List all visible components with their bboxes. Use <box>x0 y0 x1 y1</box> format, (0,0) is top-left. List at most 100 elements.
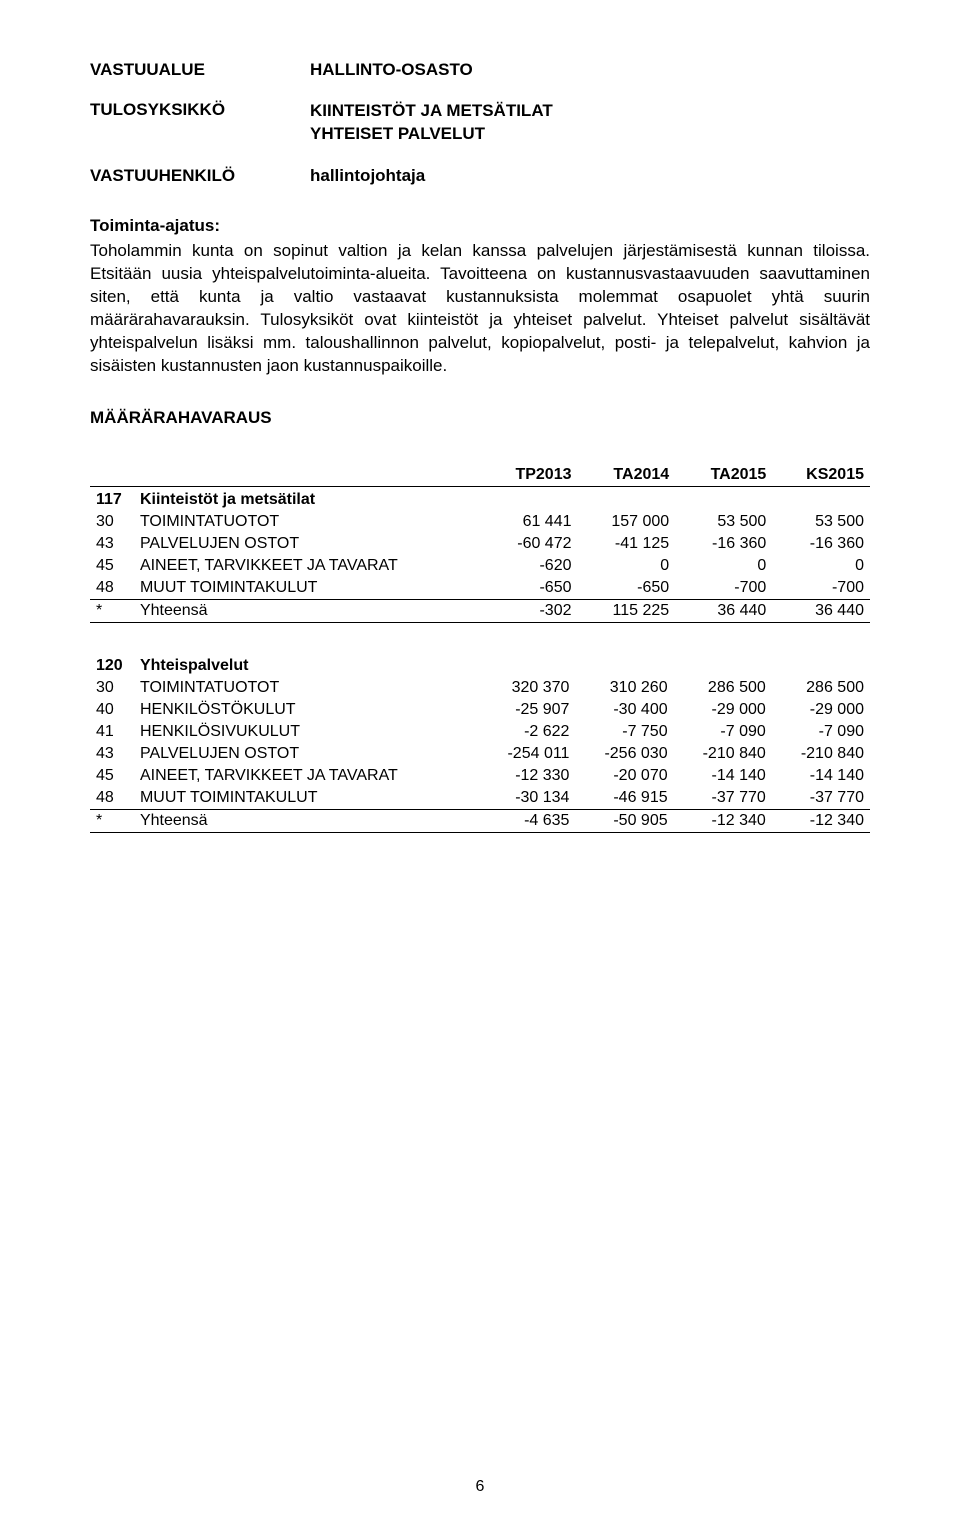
row-code: 43 <box>90 533 134 555</box>
total-label: Yhteensä <box>134 809 478 832</box>
total-val: -12 340 <box>674 809 772 832</box>
row-label: PALVELUJEN OSTOT <box>134 743 478 765</box>
table-row: 30 TOIMINTATUOTOT 61 441 157 000 53 500 … <box>90 511 870 533</box>
row-code: 48 <box>90 577 134 600</box>
header-blank-label <box>134 464 480 487</box>
header-blank-code <box>90 464 134 487</box>
row-code: 30 <box>90 511 134 533</box>
row-val: -700 <box>675 577 772 600</box>
vastuuhenkilo-value: hallintojohtaja <box>310 148 870 186</box>
budget-table-117: TP2013 TA2014 TA2015 KS2015 117 Kiinteis… <box>90 464 870 623</box>
row-val: 53 500 <box>675 511 772 533</box>
row-val: -7 090 <box>674 721 772 743</box>
row-val: -7 090 <box>772 721 870 743</box>
total-code: * <box>90 809 134 832</box>
row-code: 48 <box>90 787 134 810</box>
total-val: -302 <box>480 599 577 622</box>
row-val: -254 011 <box>478 743 576 765</box>
budget-heading: MÄÄRÄRAHAVARAUS <box>90 408 870 428</box>
row-val: -16 360 <box>675 533 772 555</box>
tables-wrapper: TP2013 TA2014 TA2015 KS2015 117 Kiinteis… <box>90 464 870 833</box>
row-val: 0 <box>772 555 870 577</box>
toiminta-text: Toholammin kunta on sopinut valtion ja k… <box>90 240 870 378</box>
header-col-0: TP2013 <box>480 464 577 487</box>
section-title-row: 120 Yhteispalvelut <box>90 653 870 677</box>
row-label: TOIMINTATUOTOT <box>134 677 478 699</box>
row-val: -20 070 <box>575 765 673 787</box>
row-val: 61 441 <box>480 511 577 533</box>
meta-grid: VASTUUALUE HALLINTO-OSASTO TULOSYKSIKKÖ … <box>90 60 870 186</box>
row-val: -60 472 <box>480 533 577 555</box>
total-label: Yhteensä <box>134 599 480 622</box>
row-val: -256 030 <box>575 743 673 765</box>
row-val: -30 134 <box>478 787 576 810</box>
section-title: Kiinteistöt ja metsätilat <box>134 486 870 511</box>
row-val: -12 330 <box>478 765 576 787</box>
row-val: -700 <box>772 577 870 600</box>
row-val: 310 260 <box>575 677 673 699</box>
row-val: -210 840 <box>772 743 870 765</box>
table-row: 48 MUUT TOIMINTAKULUT -650 -650 -700 -70… <box>90 577 870 600</box>
tulosyksikko-value: KIINTEISTÖT JA METSÄTILAT YHTEISET PALVE… <box>310 82 870 146</box>
row-val: -29 000 <box>674 699 772 721</box>
total-row: * Yhteensä -4 635 -50 905 -12 340 -12 34… <box>90 809 870 832</box>
section-title: Yhteispalvelut <box>134 653 870 677</box>
tulosyksikko-value-line2: YHTEISET PALVELUT <box>310 124 485 143</box>
table-row: 43 PALVELUJEN OSTOT -60 472 -41 125 -16 … <box>90 533 870 555</box>
row-val: -2 622 <box>478 721 576 743</box>
row-val: 0 <box>578 555 676 577</box>
table-row: 41 HENKILÖSIVUKULUT -2 622 -7 750 -7 090… <box>90 721 870 743</box>
page: VASTUUALUE HALLINTO-OSASTO TULOSYKSIKKÖ … <box>0 0 960 1526</box>
vastuualue-label: VASTUUALUE <box>90 60 310 80</box>
vastuualue-value: HALLINTO-OSASTO <box>310 60 870 80</box>
header-col-2: TA2015 <box>675 464 772 487</box>
vastuuhenkilo-label: VASTUUHENKILÖ <box>90 148 310 186</box>
budget-table-120: 120 Yhteispalvelut 30 TOIMINTATUOTOT 320… <box>90 653 870 833</box>
row-code: 30 <box>90 677 134 699</box>
section-code: 117 <box>90 486 134 511</box>
row-code: 41 <box>90 721 134 743</box>
total-val: -4 635 <box>478 809 576 832</box>
row-label: MUUT TOIMINTAKULUT <box>134 787 478 810</box>
row-code: 45 <box>90 765 134 787</box>
table-row: 45 AINEET, TARVIKKEET JA TAVARAT -620 0 … <box>90 555 870 577</box>
row-val: -37 770 <box>674 787 772 810</box>
table-row: 48 MUUT TOIMINTAKULUT -30 134 -46 915 -3… <box>90 787 870 810</box>
table-row: 45 AINEET, TARVIKKEET JA TAVARAT -12 330… <box>90 765 870 787</box>
row-val: -25 907 <box>478 699 576 721</box>
row-label: AINEET, TARVIKKEET JA TAVARAT <box>134 555 480 577</box>
row-label: AINEET, TARVIKKEET JA TAVARAT <box>134 765 478 787</box>
row-label: PALVELUJEN OSTOT <box>134 533 480 555</box>
row-val: -620 <box>480 555 577 577</box>
row-code: 40 <box>90 699 134 721</box>
page-number: 6 <box>0 1478 960 1496</box>
row-val: -46 915 <box>575 787 673 810</box>
tulosyksikko-value-line1: KIINTEISTÖT JA METSÄTILAT <box>310 101 553 120</box>
row-val: -14 140 <box>772 765 870 787</box>
table-header-row: TP2013 TA2014 TA2015 KS2015 <box>90 464 870 487</box>
tulosyksikko-label: TULOSYKSIKKÖ <box>90 82 310 146</box>
row-code: 45 <box>90 555 134 577</box>
row-label: HENKILÖSTÖKULUT <box>134 699 478 721</box>
section-title-row: 117 Kiinteistöt ja metsätilat <box>90 486 870 511</box>
total-val: -12 340 <box>772 809 870 832</box>
table-row: 40 HENKILÖSTÖKULUT -25 907 -30 400 -29 0… <box>90 699 870 721</box>
section-code: 120 <box>90 653 134 677</box>
table-row: 30 TOIMINTATUOTOT 320 370 310 260 286 50… <box>90 677 870 699</box>
row-val: -210 840 <box>674 743 772 765</box>
total-val: 115 225 <box>578 599 676 622</box>
row-val: -41 125 <box>578 533 676 555</box>
header-col-1: TA2014 <box>578 464 676 487</box>
row-val: -37 770 <box>772 787 870 810</box>
row-label: MUUT TOIMINTAKULUT <box>134 577 480 600</box>
toiminta-heading: Toiminta-ajatus: <box>90 216 870 236</box>
row-val: -14 140 <box>674 765 772 787</box>
row-val: 286 500 <box>674 677 772 699</box>
row-val: 286 500 <box>772 677 870 699</box>
row-code: 43 <box>90 743 134 765</box>
row-val: -650 <box>480 577 577 600</box>
row-label: HENKILÖSIVUKULUT <box>134 721 478 743</box>
row-val: -16 360 <box>772 533 870 555</box>
row-val: 0 <box>675 555 772 577</box>
row-val: -7 750 <box>575 721 673 743</box>
